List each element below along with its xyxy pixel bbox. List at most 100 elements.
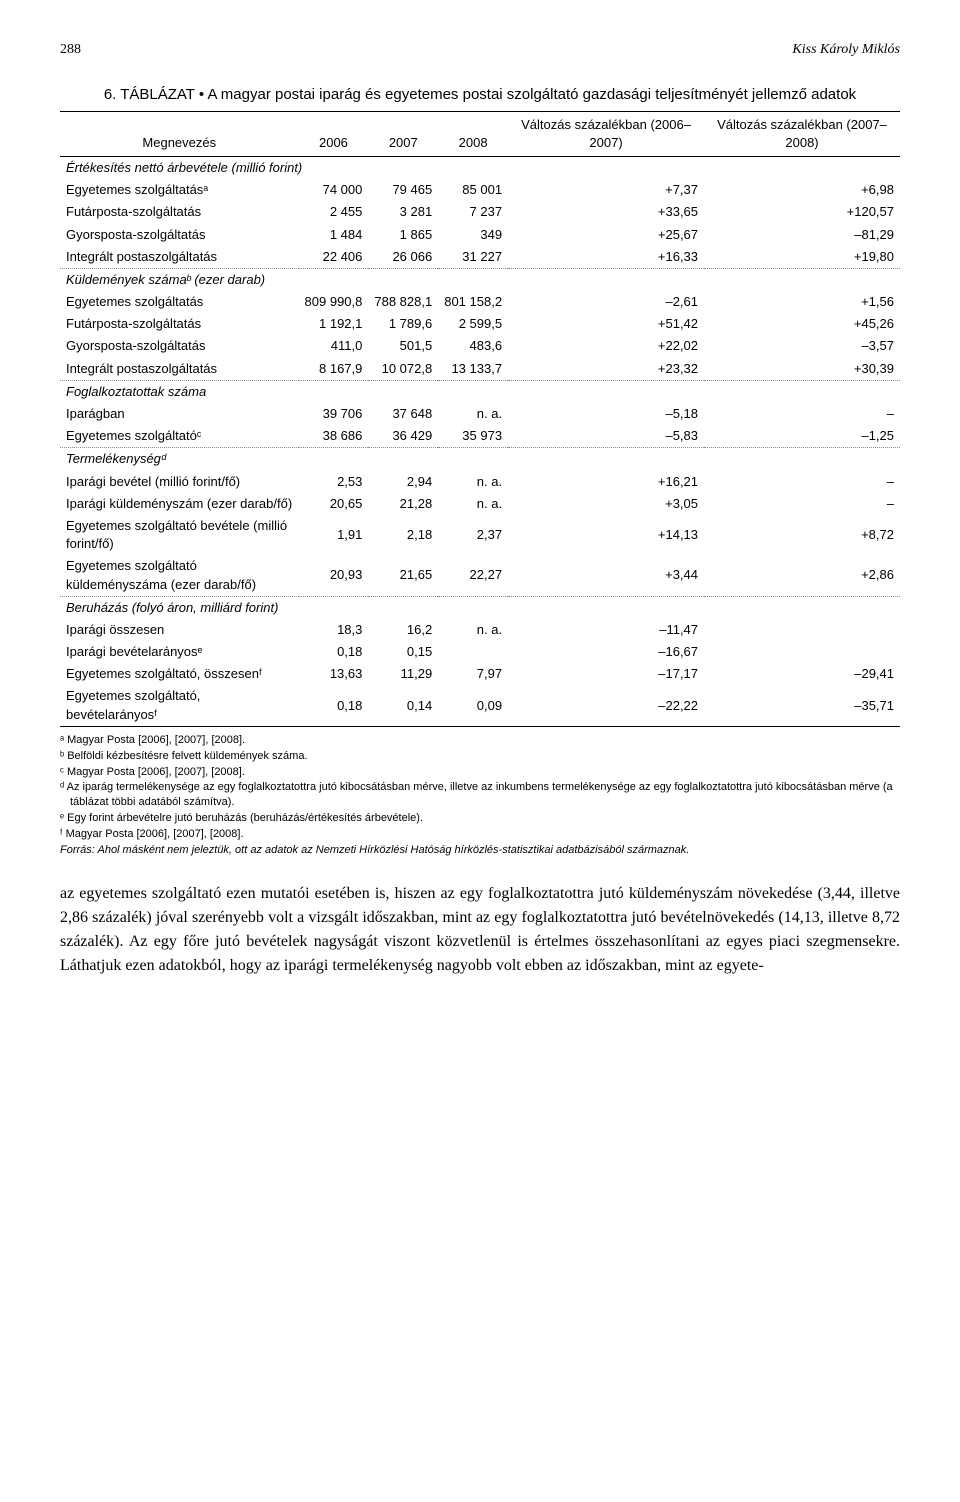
section-title: Beruházás (folyó áron, milliárd forint)	[60, 596, 900, 619]
cell-value: 2,37	[438, 515, 508, 555]
cell-value: 7 237	[438, 201, 508, 223]
footnote-line: ᶠ Magyar Posta [2006], [2007], [2008].	[60, 827, 900, 842]
cell-value: +30,39	[704, 358, 900, 381]
table-body: Értékesítés nettó árbevétele (millió for…	[60, 156, 900, 726]
cell-value: 21,65	[368, 555, 438, 596]
cell-value: –	[704, 493, 900, 515]
cell-value: –11,47	[508, 619, 704, 641]
cell-value: –1,25	[704, 425, 900, 448]
cell-value: 1 192,1	[299, 313, 369, 335]
footnote-line: ᵈ Az iparág termelékenysége az egy fogla…	[60, 780, 900, 810]
cell-value: 38 686	[299, 425, 369, 448]
table-row: Gyorsposta-szolgáltatás411,0501,5483,6+2…	[60, 335, 900, 357]
cell-value: 801 158,2	[438, 291, 508, 313]
cell-value: –5,83	[508, 425, 704, 448]
footnote-line: ᵃ Magyar Posta [2006], [2007], [2008].	[60, 733, 900, 748]
section-title-row: Foglalkoztatottak száma	[60, 380, 900, 403]
row-label: Egyetemes szolgáltató bevétele (millió f…	[60, 515, 299, 555]
footnotes: ᵃ Magyar Posta [2006], [2007], [2008].ᵇ …	[60, 733, 900, 858]
table-row: Egyetemes szolgáltató bevétele (millió f…	[60, 515, 900, 555]
cell-value: 79 465	[368, 179, 438, 201]
cell-value: –22,22	[508, 685, 704, 726]
cell-value: 809 990,8	[299, 291, 369, 313]
footnote-line: ᵉ Egy forint árbevételre jutó beruházás …	[60, 811, 900, 826]
cell-value: n. a.	[438, 493, 508, 515]
footnote-line: ᵇ Belföldi kézbesítésre felvett küldemén…	[60, 749, 900, 764]
cell-value	[704, 619, 900, 641]
cell-value: 0,09	[438, 685, 508, 726]
table-row: Futárposta-szolgáltatás2 4553 2817 237+3…	[60, 201, 900, 223]
cell-value: 8 167,9	[299, 358, 369, 381]
cell-value: +8,72	[704, 515, 900, 555]
col-header: 2008	[438, 111, 508, 156]
row-label: Integrált postaszolgáltatás	[60, 246, 299, 269]
cell-value: 2 599,5	[438, 313, 508, 335]
row-label: Egyetemes szolgáltatásᵃ	[60, 179, 299, 201]
table-row: Egyetemes szolgáltató, bevételarányosᶠ0,…	[60, 685, 900, 726]
table-row: Egyetemes szolgáltatás809 990,8788 828,1…	[60, 291, 900, 313]
cell-value: 20,93	[299, 555, 369, 596]
table-row: Integrált postaszolgáltatás8 167,910 072…	[60, 358, 900, 381]
row-label: Iparágban	[60, 403, 299, 425]
table-title: 6. TÁBLÁZAT • A magyar postai iparág és …	[60, 84, 900, 105]
cell-value: n. a.	[438, 471, 508, 493]
cell-value: +2,86	[704, 555, 900, 596]
row-label: Futárposta-szolgáltatás	[60, 201, 299, 223]
row-label: Egyetemes szolgáltató küldeményszáma (ez…	[60, 555, 299, 596]
row-label: Egyetemes szolgáltatóᶜ	[60, 425, 299, 448]
cell-value: +16,21	[508, 471, 704, 493]
cell-value: +23,32	[508, 358, 704, 381]
cell-value: +19,80	[704, 246, 900, 269]
table-row: Iparági összesen18,316,2n. a.–11,47	[60, 619, 900, 641]
cell-value: –17,17	[508, 663, 704, 685]
cell-value: –29,41	[704, 663, 900, 685]
cell-value: –81,29	[704, 224, 900, 246]
cell-value: +22,02	[508, 335, 704, 357]
cell-value: n. a.	[438, 619, 508, 641]
author-name: Kiss Károly Miklós	[792, 40, 900, 60]
cell-value: 35 973	[438, 425, 508, 448]
row-label: Gyorsposta-szolgáltatás	[60, 224, 299, 246]
cell-value: n. a.	[438, 403, 508, 425]
cell-value: –	[704, 471, 900, 493]
cell-value: 7,97	[438, 663, 508, 685]
cell-value: 0,14	[368, 685, 438, 726]
cell-value: +1,56	[704, 291, 900, 313]
row-label: Iparági küldeményszám (ezer darab/fő)	[60, 493, 299, 515]
cell-value: 39 706	[299, 403, 369, 425]
table-row: Iparági bevétel (millió forint/fő)2,532,…	[60, 471, 900, 493]
cell-value: 2,94	[368, 471, 438, 493]
cell-value: 22 406	[299, 246, 369, 269]
cell-value: –35,71	[704, 685, 900, 726]
cell-value: 74 000	[299, 179, 369, 201]
cell-value: +16,33	[508, 246, 704, 269]
table-row: Egyetemes szolgáltatóᶜ38 68636 42935 973…	[60, 425, 900, 448]
cell-value: +25,67	[508, 224, 704, 246]
cell-value: 10 072,8	[368, 358, 438, 381]
section-title: Termelékenységᵈ	[60, 448, 900, 471]
row-label: Iparági bevételarányosᵉ	[60, 641, 299, 663]
table-row: Egyetemes szolgáltató, összesenᶠ13,6311,…	[60, 663, 900, 685]
cell-value	[704, 641, 900, 663]
section-title: Értékesítés nettó árbevétele (millió for…	[60, 156, 900, 179]
cell-value: 3 281	[368, 201, 438, 223]
cell-value: +7,37	[508, 179, 704, 201]
cell-value: 1 865	[368, 224, 438, 246]
table-row: Gyorsposta-szolgáltatás1 4841 865349+25,…	[60, 224, 900, 246]
footnote-line: ᶜ Magyar Posta [2006], [2007], [2008].	[60, 765, 900, 780]
cell-value: +14,13	[508, 515, 704, 555]
cell-value: 22,27	[438, 555, 508, 596]
cell-value: 2,53	[299, 471, 369, 493]
table-row: Iparágban39 70637 648n. a.–5,18–	[60, 403, 900, 425]
table-row: Egyetemes szolgáltatásᵃ74 00079 46585 00…	[60, 179, 900, 201]
main-table: Megnevezés 2006 2007 2008 Változás száza…	[60, 111, 900, 727]
cell-value: 0,18	[299, 641, 369, 663]
cell-value: –3,57	[704, 335, 900, 357]
col-header: 2006	[299, 111, 369, 156]
row-label: Iparági bevétel (millió forint/fő)	[60, 471, 299, 493]
cell-value: –	[704, 403, 900, 425]
body-paragraph: az egyetemes szolgáltató ezen mutatói es…	[60, 882, 900, 978]
cell-value: 483,6	[438, 335, 508, 357]
table-row: Egyetemes szolgáltató küldeményszáma (ez…	[60, 555, 900, 596]
cell-value: +33,65	[508, 201, 704, 223]
